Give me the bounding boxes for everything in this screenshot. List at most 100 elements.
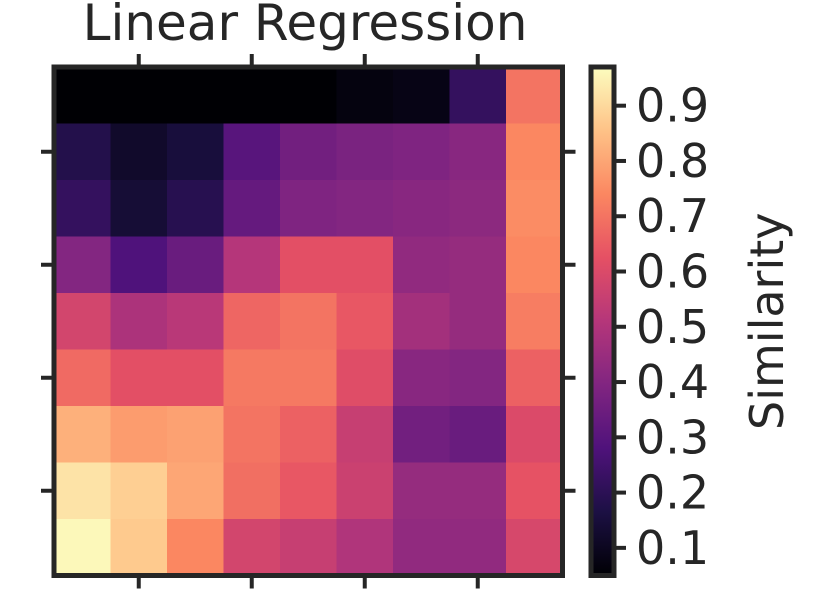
heatmap-cell-r6-c7 bbox=[449, 406, 507, 464]
heatmap-cell-r3-c8 bbox=[506, 236, 564, 294]
heatmap-cell-r8-c7 bbox=[449, 519, 507, 577]
heatmap-cell-r0-c8 bbox=[506, 67, 564, 125]
heatmap-cell-r8-c4 bbox=[280, 519, 338, 577]
heatmap-cell-r1-c3 bbox=[223, 123, 281, 181]
heatmap-cell-r3-c4 bbox=[280, 236, 338, 294]
heatmap-cell-r8-c6 bbox=[393, 519, 451, 577]
y-axis-ticks bbox=[41, 149, 576, 493]
heatmap-cell-r7-c2 bbox=[167, 462, 225, 520]
heatmap-cell-r1-c5 bbox=[336, 123, 394, 181]
heatmap-cell-r3-c6 bbox=[393, 236, 451, 294]
heatmap-cell-r2-c8 bbox=[506, 180, 564, 238]
chart-title: Linear Regression bbox=[83, 0, 528, 52]
colorbar-tick-label-1: 0.2 bbox=[636, 466, 709, 520]
heatmap-cell-r4-c7 bbox=[449, 293, 507, 351]
heatmap-cell-r6-c3 bbox=[223, 406, 281, 464]
heatmap-cell-r0-c0 bbox=[54, 67, 112, 125]
heatmap-cell-r6-c1 bbox=[110, 406, 168, 464]
heatmap-cell-r4-c1 bbox=[110, 293, 168, 351]
heatmap-cell-r5-c8 bbox=[506, 349, 564, 407]
heatmap-cells bbox=[54, 67, 564, 577]
heatmap-cell-r4-c4 bbox=[280, 293, 338, 351]
heatmap-cell-r5-c0 bbox=[54, 349, 112, 407]
heatmap-cell-r4-c8 bbox=[506, 293, 564, 351]
heatmap-cell-r6-c2 bbox=[167, 406, 225, 464]
heatmap-cell-r2-c3 bbox=[223, 180, 281, 238]
heatmap-cell-r7-c4 bbox=[280, 462, 338, 520]
heatmap-cell-r2-c0 bbox=[54, 180, 112, 238]
colorbar-tick-label-0: 0.1 bbox=[636, 521, 709, 575]
heatmap-cell-r3-c7 bbox=[449, 236, 507, 294]
heatmap-cell-r0-c3 bbox=[223, 67, 281, 125]
heatmap-cell-r7-c3 bbox=[223, 462, 281, 520]
heatmap-cell-r2-c7 bbox=[449, 180, 507, 238]
heatmap-cell-r6-c8 bbox=[506, 406, 564, 464]
heatmap-frame bbox=[51, 64, 565, 578]
heatmap-cell-r3-c1 bbox=[110, 236, 168, 294]
heatmap-cell-r0-c4 bbox=[280, 67, 338, 125]
heatmap-cell-r8-c3 bbox=[223, 519, 281, 577]
heatmap-cell-r0-c7 bbox=[449, 67, 507, 125]
colorbar-tick-label-2: 0.3 bbox=[636, 410, 709, 464]
x-axis-ticks bbox=[136, 54, 480, 589]
heatmap-cell-r7-c7 bbox=[449, 462, 507, 520]
heatmap-cell-r5-c6 bbox=[393, 349, 451, 407]
heatmap-cell-r1-c2 bbox=[167, 123, 225, 181]
heatmap-cell-r3-c0 bbox=[54, 236, 112, 294]
heatmap-cell-r5-c7 bbox=[449, 349, 507, 407]
colorbar-label: Similarity bbox=[740, 213, 794, 431]
heatmap-cell-r7-c1 bbox=[110, 462, 168, 520]
heatmap-cell-r6-c5 bbox=[336, 406, 394, 464]
heatmap-cell-r2-c6 bbox=[393, 180, 451, 238]
heatmap-cell-r1-c7 bbox=[449, 123, 507, 181]
heatmap-cell-r8-c5 bbox=[336, 519, 394, 577]
heatmap-cell-r5-c3 bbox=[223, 349, 281, 407]
heatmap-cell-r5-c5 bbox=[336, 349, 394, 407]
heatmap-cell-r8-c1 bbox=[110, 519, 168, 577]
heatmap-cell-r8-c0 bbox=[54, 519, 112, 577]
heatmap-cell-r1-c0 bbox=[54, 123, 112, 181]
heatmap-cell-r6-c6 bbox=[393, 406, 451, 464]
colorbar-ticks: 0.10.20.30.40.50.60.70.80.9 bbox=[614, 79, 709, 575]
colorbar-tick-label-7: 0.8 bbox=[636, 134, 709, 188]
colorbar bbox=[591, 67, 614, 576]
heatmap-cell-r3-c3 bbox=[223, 236, 281, 294]
heatmap-cell-r2-c2 bbox=[167, 180, 225, 238]
heatmap-cell-r8-c2 bbox=[167, 519, 225, 577]
heatmap-cell-r2-c5 bbox=[336, 180, 394, 238]
heatmap-cell-r0-c2 bbox=[167, 67, 225, 125]
colorbar-tick-label-6: 0.7 bbox=[636, 189, 709, 243]
heatmap-cell-r0-c5 bbox=[336, 67, 394, 125]
heatmap-cell-r2-c1 bbox=[110, 180, 168, 238]
heatmap-cell-r4-c6 bbox=[393, 293, 451, 351]
heatmap-cell-r0-c6 bbox=[393, 67, 451, 125]
colorbar-tick-label-3: 0.4 bbox=[636, 355, 709, 409]
heatmap-cell-r7-c6 bbox=[393, 462, 451, 520]
heatmap-cell-r1-c4 bbox=[280, 123, 338, 181]
heatmap-cell-r7-c8 bbox=[506, 462, 564, 520]
heatmap-cell-r4-c0 bbox=[54, 293, 112, 351]
heatmap-cell-r5-c1 bbox=[110, 349, 168, 407]
colorbar-tick-label-5: 0.6 bbox=[636, 245, 709, 299]
heatmap-cell-r3-c5 bbox=[336, 236, 394, 294]
heatmap-cell-r6-c0 bbox=[54, 406, 112, 464]
heatmap-cell-r6-c4 bbox=[280, 406, 338, 464]
heatmap-cell-r5-c2 bbox=[167, 349, 225, 407]
heatmap-cell-r0-c1 bbox=[110, 67, 168, 125]
colorbar-frame bbox=[588, 64, 617, 578]
heatmap-cell-r5-c4 bbox=[280, 349, 338, 407]
heatmap-cell-r2-c4 bbox=[280, 180, 338, 238]
colorbar-tick-label-4: 0.5 bbox=[636, 300, 709, 354]
heatmap-cell-r1-c6 bbox=[393, 123, 451, 181]
heatmap-cell-r3-c2 bbox=[167, 236, 225, 294]
heatmap-cell-r7-c0 bbox=[54, 462, 112, 520]
heatmap-cell-r1-c8 bbox=[506, 123, 564, 181]
heatmap-cell-r1-c1 bbox=[110, 123, 168, 181]
heatmap-cell-r7-c5 bbox=[336, 462, 394, 520]
heatmap-cell-r4-c5 bbox=[336, 293, 394, 351]
heatmap-cell-r4-c3 bbox=[223, 293, 281, 351]
heatmap-cell-r8-c8 bbox=[506, 519, 564, 577]
colorbar-tick-label-8: 0.9 bbox=[636, 79, 709, 133]
heatmap-cell-r4-c2 bbox=[167, 293, 225, 351]
